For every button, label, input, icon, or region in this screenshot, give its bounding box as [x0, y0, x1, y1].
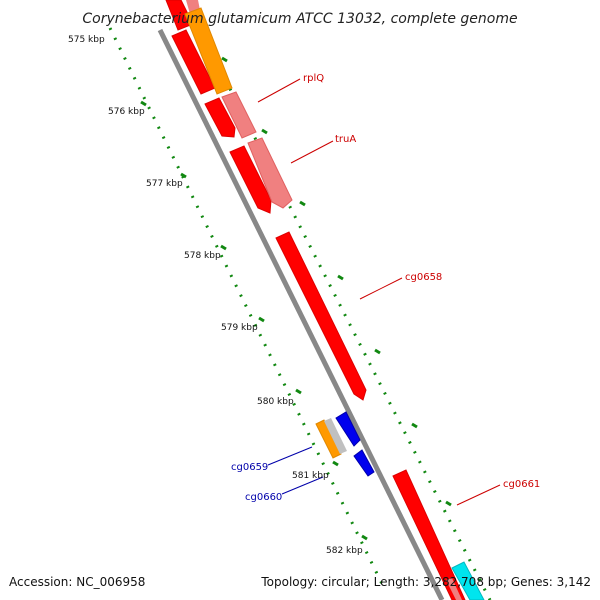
major-tick-dashes — [140, 56, 452, 541]
gene-cg0659-grey — [324, 418, 347, 454]
gene-rplQ-arrow — [204, 97, 236, 138]
genome-backbone — [157, 28, 445, 600]
tick-label-581: 581 kbp — [292, 471, 329, 481]
left-dotted-guide — [108, 27, 387, 591]
gene-label-cg0660[interactable]: cg0660 — [245, 492, 282, 503]
gene-label-truA[interactable]: truA — [335, 134, 356, 145]
gene-label-leaders — [257, 78, 501, 506]
tick-label-582: 582 kbp — [326, 546, 363, 556]
tick-label-577: 577 kbp — [146, 179, 183, 189]
gene-cg0660-arrow — [353, 449, 375, 477]
tick-label-580: 580 kbp — [257, 397, 294, 407]
genome-summary-text: Topology: circular; Length: 3,282,708 bp… — [260, 575, 591, 589]
accession-text: Accession: NC_006958 — [9, 575, 145, 589]
gene-label-cg0659[interactable]: cg0659 — [231, 462, 268, 473]
gene-truA-arrow — [229, 145, 272, 214]
gene-cg0659-orange — [315, 419, 342, 459]
tick-label-578: 578 kbp — [184, 251, 221, 261]
feature-orange — [184, 7, 233, 95]
gene-label-cg0661[interactable]: cg0661 — [503, 479, 540, 490]
tick-label-575: 575 kbp — [68, 35, 105, 45]
feature-cyan — [451, 561, 485, 600]
gene-label-rplQ[interactable]: rplQ — [303, 73, 324, 84]
map-title: Corynebacterium glutamicum ATCC 13032, c… — [82, 11, 517, 27]
feature-bottom-light — [446, 578, 462, 600]
gene-cg0658-arrow — [275, 231, 367, 401]
gene-cg0661-arrow — [392, 469, 466, 600]
gene-label-cg0658[interactable]: cg0658 — [405, 272, 442, 283]
tick-label-576: 576 kbp — [108, 107, 145, 117]
gene-cg0659-arrow — [335, 411, 361, 447]
tick-label-579: 579 kbp — [221, 323, 258, 333]
feature-rplQ-light — [221, 91, 257, 139]
gene-truA-light — [247, 137, 293, 209]
